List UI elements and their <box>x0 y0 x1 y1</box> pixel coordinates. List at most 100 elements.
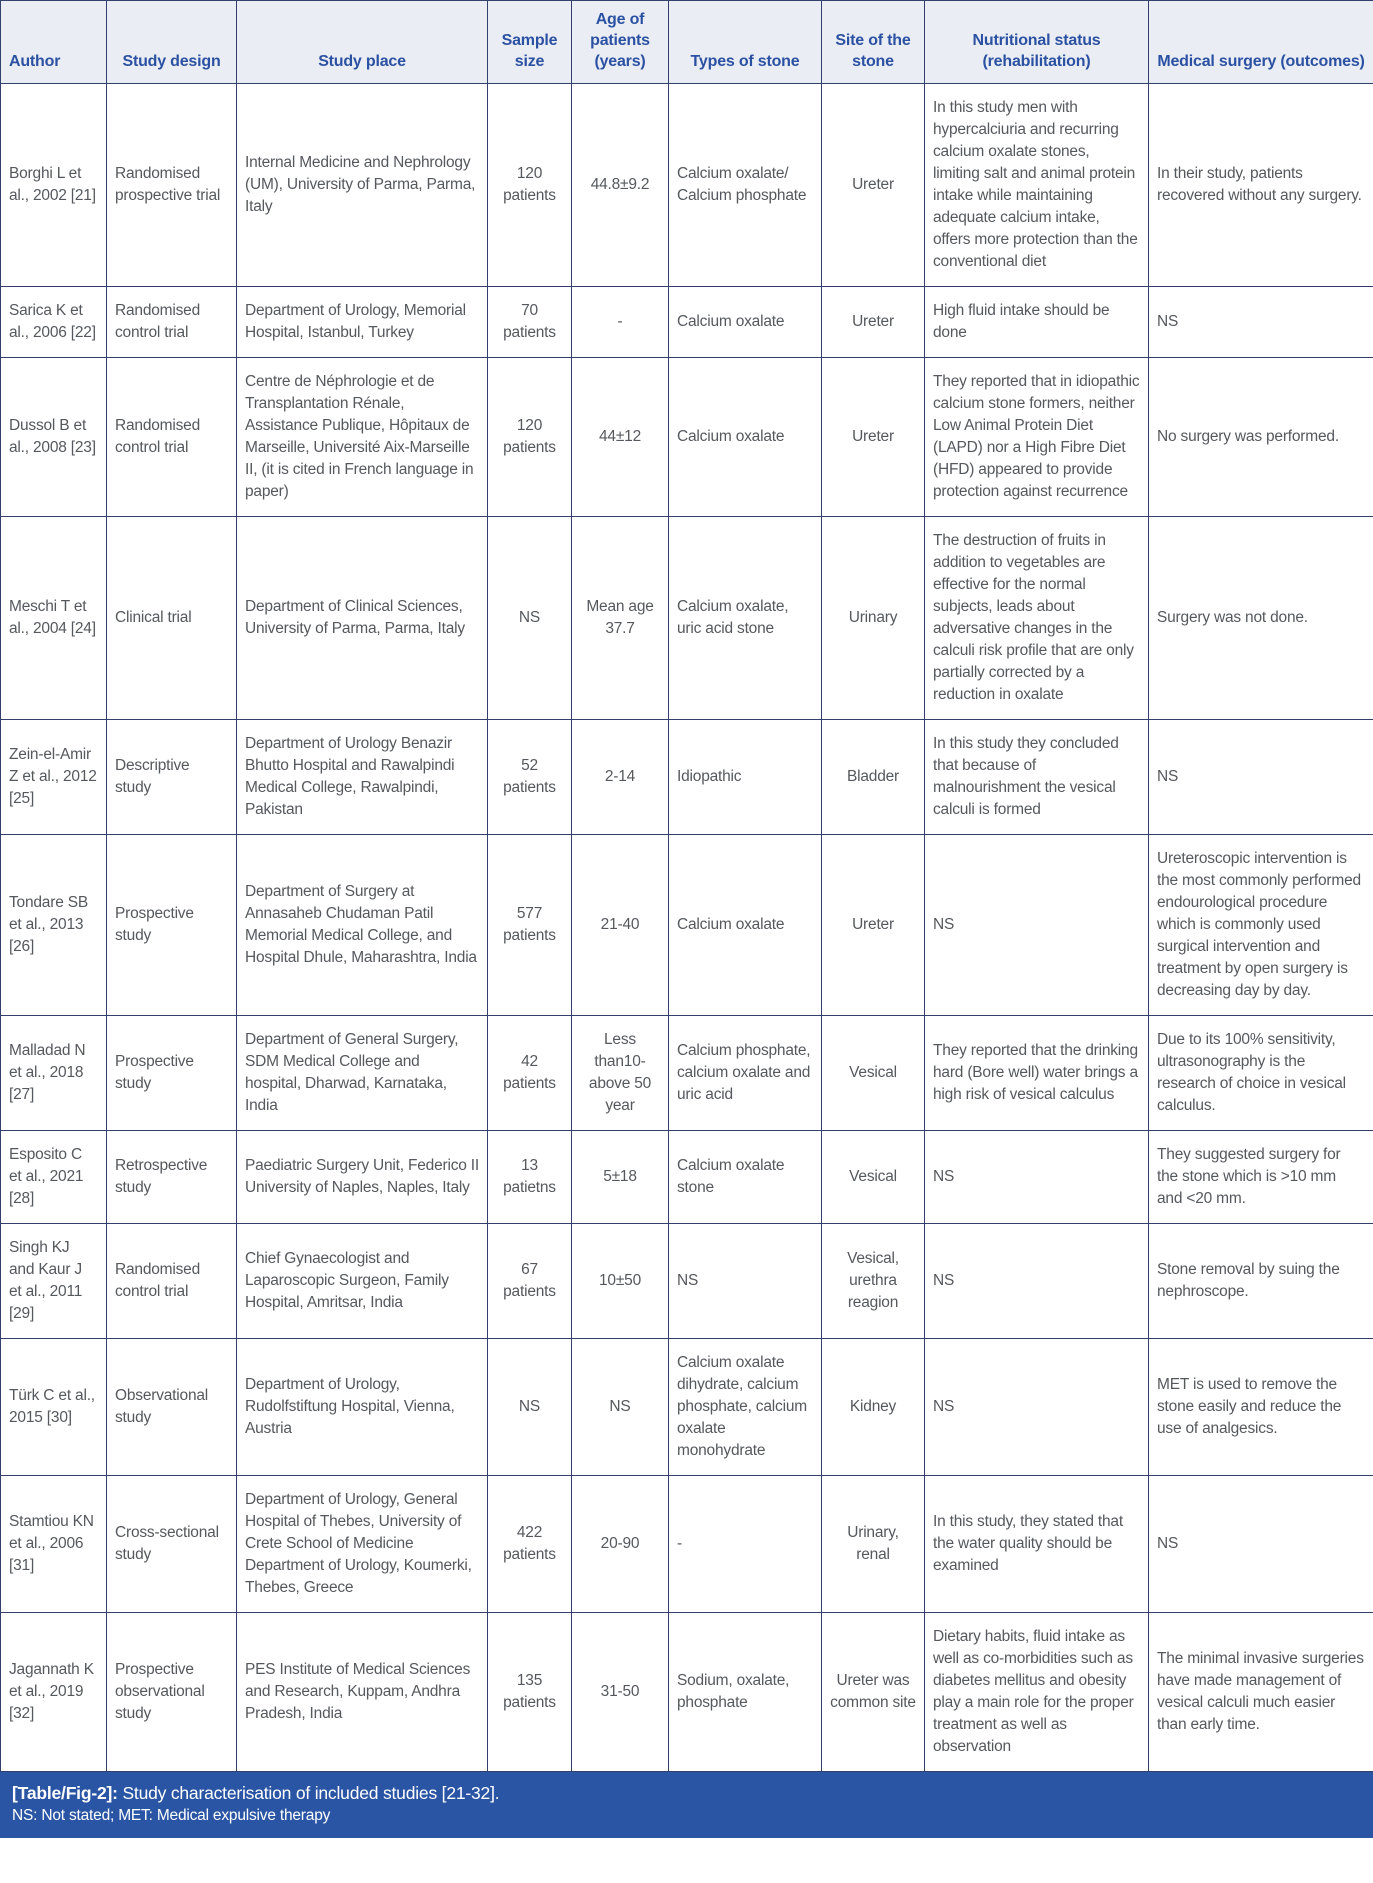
cell-types-of-stone: Calcium oxalate/ Calcium phosphate <box>668 83 822 287</box>
cell-types-of-stone: - <box>668 1475 822 1613</box>
cell-site-of-stone: Ureter <box>821 286 925 358</box>
cell-author: Tondare SB et al., 2013 [26] <box>0 834 107 1016</box>
table-row: Stamtiou KN et al., 2006 [31] Cross-sect… <box>0 1475 1373 1613</box>
cell-site-of-stone: Vesical, urethra reagion <box>821 1223 925 1339</box>
cell-study-design: Randomised control trial <box>106 286 237 358</box>
cell-sample-size: 52 patients <box>487 719 572 835</box>
cell-medical-surgery: MET is used to remove the stone easily a… <box>1148 1338 1373 1476</box>
cell-nutritional-status: They reported that in idiopathic calcium… <box>924 357 1149 517</box>
caption-footnote: NS: Not stated; MET: Medical expulsive t… <box>12 1807 331 1824</box>
cell-sample-size: NS <box>487 516 572 720</box>
table-row: Esposito C et al., 2021 [28] Retrospecti… <box>0 1130 1373 1224</box>
cell-medical-surgery: Ureteroscopic intervention is the most c… <box>1148 834 1373 1016</box>
cell-medical-surgery: No surgery was performed. <box>1148 357 1373 517</box>
cell-study-design: Observational study <box>106 1338 237 1476</box>
cell-nutritional-status: NS <box>924 834 1149 1016</box>
caption-text: Study characterisation of included studi… <box>122 1783 500 1803</box>
cell-age-of-patients: 5±18 <box>571 1130 669 1224</box>
column-header-nutritional-status: Nutritional status (rehabilitation) <box>924 0 1149 84</box>
table-row: Türk C et al., 2015 [30] Observational s… <box>0 1338 1373 1476</box>
cell-site-of-stone: Ureter <box>821 83 925 287</box>
cell-nutritional-status: NS <box>924 1338 1149 1476</box>
cell-medical-surgery: NS <box>1148 1475 1373 1613</box>
cell-study-design: Cross-sectional study <box>106 1475 237 1613</box>
table-row: Borghi L et al., 2002 [21] Randomised pr… <box>0 83 1373 287</box>
cell-nutritional-status: In this study, they stated that the wate… <box>924 1475 1149 1613</box>
table-body: Borghi L et al., 2002 [21] Randomised pr… <box>0 83 1373 1772</box>
cell-age-of-patients: 2-14 <box>571 719 669 835</box>
cell-study-design: Descriptive study <box>106 719 237 835</box>
cell-sample-size: 120 patients <box>487 83 572 287</box>
cell-study-place: Internal Medicine and Nephrology (UM), U… <box>236 83 488 287</box>
cell-age-of-patients: 44.8±9.2 <box>571 83 669 287</box>
cell-study-design: Randomised control trial <box>106 357 237 517</box>
cell-nutritional-status: In this study they concluded that becaus… <box>924 719 1149 835</box>
cell-nutritional-status: High fluid intake should be done <box>924 286 1149 358</box>
cell-types-of-stone: Sodium, oxalate, phosphate <box>668 1612 822 1772</box>
cell-sample-size: 422 patients <box>487 1475 572 1613</box>
table-row: Sarica K et al., 2006 [22] Randomised co… <box>0 286 1373 358</box>
cell-medical-surgery: In their study, patients recovered witho… <box>1148 83 1373 287</box>
cell-site-of-stone: Kidney <box>821 1338 925 1476</box>
cell-sample-size: 120 patients <box>487 357 572 517</box>
cell-study-place: Centre de Néphrologie et de Transplantat… <box>236 357 488 517</box>
cell-study-place: Chief Gynaecologist and Laparoscopic Sur… <box>236 1223 488 1339</box>
table-row: Meschi T et al., 2004 [24] Clinical tria… <box>0 516 1373 720</box>
cell-author: Sarica K et al., 2006 [22] <box>0 286 107 358</box>
cell-sample-size: 135 patients <box>487 1612 572 1772</box>
cell-author: Malladad N et al., 2018 [27] <box>0 1015 107 1131</box>
cell-medical-surgery: NS <box>1148 719 1373 835</box>
cell-study-place: Department of Surgery at Annasaheb Chuda… <box>236 834 488 1016</box>
cell-site-of-stone: Bladder <box>821 719 925 835</box>
cell-nutritional-status: The destruction of fruits in addition to… <box>924 516 1149 720</box>
cell-medical-surgery: Surgery was not done. <box>1148 516 1373 720</box>
cell-sample-size: NS <box>487 1338 572 1476</box>
cell-study-design: Prospective study <box>106 834 237 1016</box>
cell-sample-size: 577 patients <box>487 834 572 1016</box>
cell-types-of-stone: Calcium oxalate dihydrate, calcium phosp… <box>668 1338 822 1476</box>
cell-age-of-patients: 31-50 <box>571 1612 669 1772</box>
cell-types-of-stone: Calcium phosphate, calcium oxalate and u… <box>668 1015 822 1131</box>
cell-types-of-stone: Calcium oxalate stone <box>668 1130 822 1224</box>
cell-types-of-stone: Calcium oxalate <box>668 286 822 358</box>
cell-author: Jagannath K et al., 2019 [32] <box>0 1612 107 1772</box>
cell-author: Türk C et al., 2015 [30] <box>0 1338 107 1476</box>
cell-age-of-patients: 21-40 <box>571 834 669 1016</box>
cell-author: Esposito C et al., 2021 [28] <box>0 1130 107 1224</box>
cell-age-of-patients: Mean age 37.7 <box>571 516 669 720</box>
table-row: Jagannath K et al., 2019 [32] Prospectiv… <box>0 1612 1373 1772</box>
cell-site-of-stone: Vesical <box>821 1015 925 1131</box>
cell-types-of-stone: Calcium oxalate, uric acid stone <box>668 516 822 720</box>
cell-site-of-stone: Vesical <box>821 1130 925 1224</box>
table-row: Singh KJ and Kaur J et al., 2011 [29] Ra… <box>0 1223 1373 1339</box>
cell-author: Stamtiou KN et al., 2006 [31] <box>0 1475 107 1613</box>
column-header-author: Author <box>0 0 107 84</box>
cell-medical-surgery: Stone removal by suing the nephroscope. <box>1148 1223 1373 1339</box>
table-caption: [Table/Fig-2]: Study characterisation of… <box>12 1781 1361 1805</box>
cell-study-design: Retrospective study <box>106 1130 237 1224</box>
cell-age-of-patients: 44±12 <box>571 357 669 517</box>
cell-author: Zein-el-Amir Z et al., 2012 [25] <box>0 719 107 835</box>
column-header-sample-size: Sample size <box>487 0 572 84</box>
cell-study-design: Clinical trial <box>106 516 237 720</box>
cell-sample-size: 67 patients <box>487 1223 572 1339</box>
cell-site-of-stone: Urinary <box>821 516 925 720</box>
cell-sample-size: 70 patients <box>487 286 572 358</box>
cell-age-of-patients: 20-90 <box>571 1475 669 1613</box>
cell-age-of-patients: - <box>571 286 669 358</box>
cell-types-of-stone: Idiopathic <box>668 719 822 835</box>
cell-medical-surgery: The minimal invasive surgeries have made… <box>1148 1612 1373 1772</box>
cell-site-of-stone: Ureter was common site <box>821 1612 925 1772</box>
cell-site-of-stone: Ureter <box>821 357 925 517</box>
table-row: Dussol B et al., 2008 [23] Randomised co… <box>0 357 1373 517</box>
study-characterisation-table: Author Study design Study place Sample s… <box>0 0 1373 1772</box>
cell-study-design: Randomised control trial <box>106 1223 237 1339</box>
cell-study-design: Prospective study <box>106 1015 237 1131</box>
cell-study-place: Department of Urology, General Hospital … <box>236 1475 488 1613</box>
cell-nutritional-status: NS <box>924 1130 1149 1224</box>
cell-nutritional-status: NS <box>924 1223 1149 1339</box>
cell-types-of-stone: Calcium oxalate <box>668 834 822 1016</box>
cell-author: Borghi L et al., 2002 [21] <box>0 83 107 287</box>
cell-study-place: Department of Urology Benazir Bhutto Hos… <box>236 719 488 835</box>
cell-age-of-patients: 10±50 <box>571 1223 669 1339</box>
